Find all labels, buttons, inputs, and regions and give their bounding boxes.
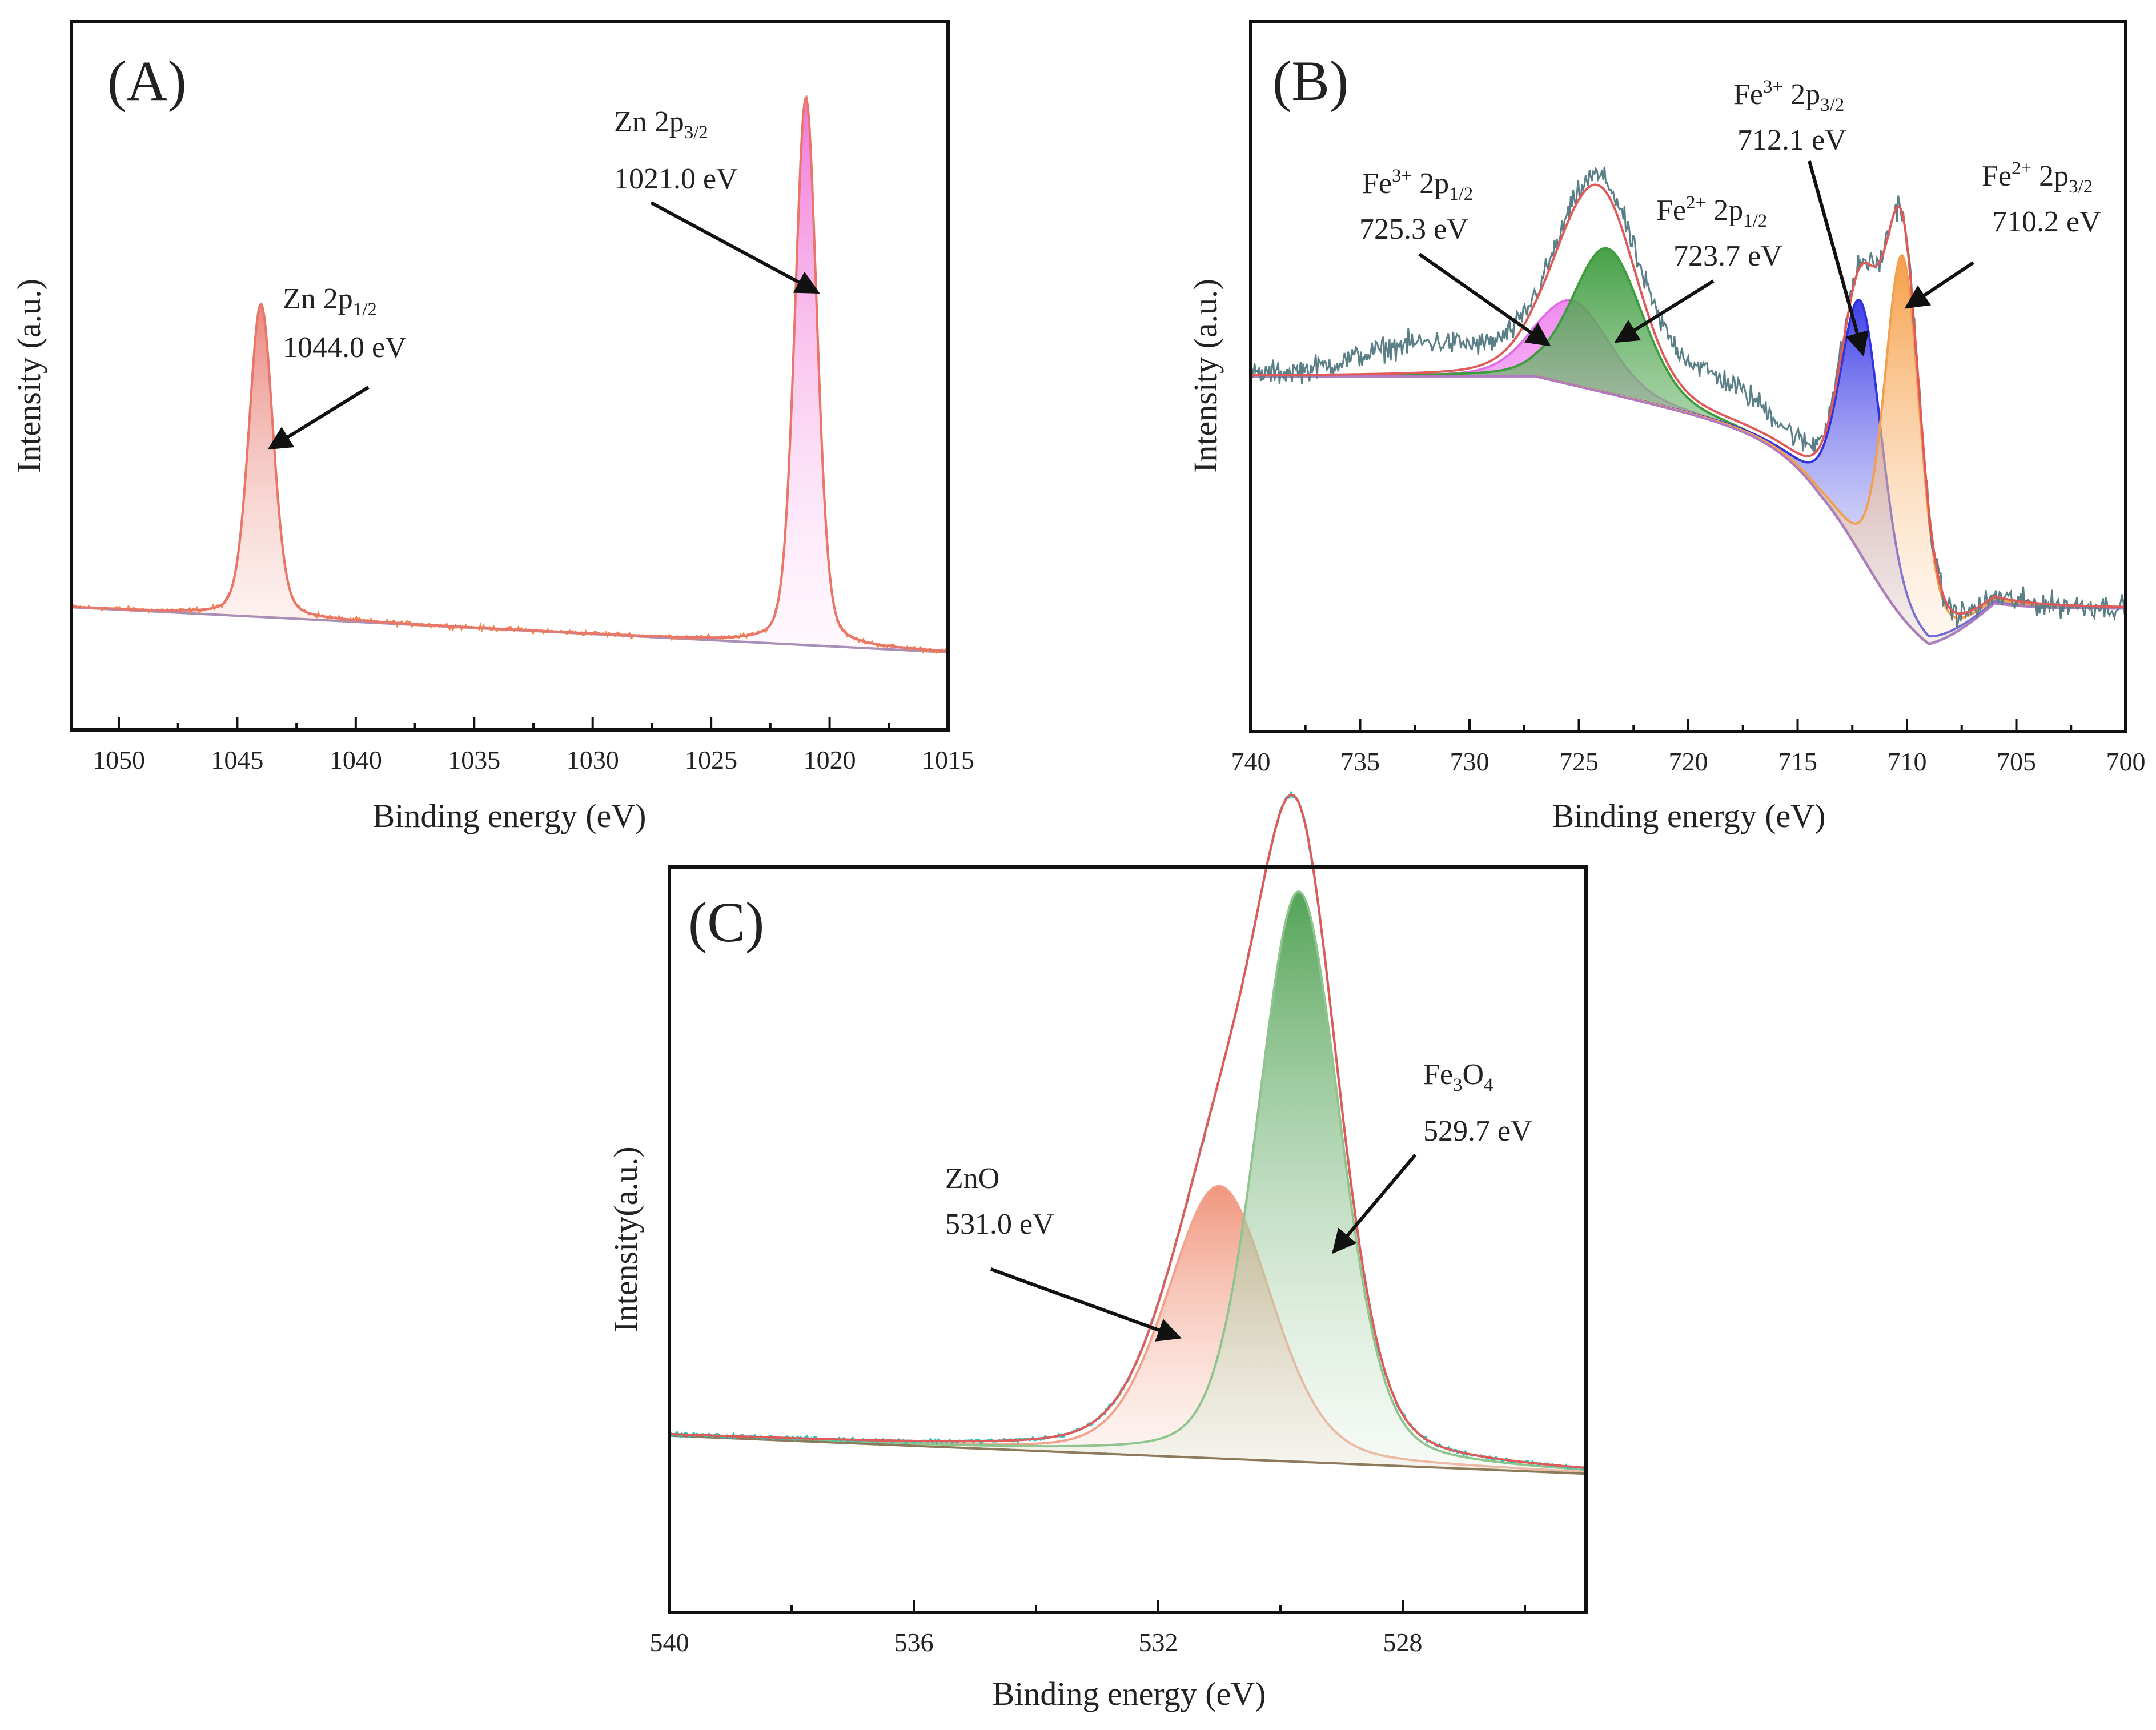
fit-peak-area xyxy=(669,892,1586,1474)
x-tick-label: 1040 xyxy=(330,745,382,774)
fit-peak-line xyxy=(1251,254,2126,619)
annotation-zno-label: ZnO xyxy=(945,1162,999,1195)
fit-peak-area xyxy=(1251,299,2126,644)
envelope-fit-line xyxy=(71,94,949,653)
x-tick-label: 536 xyxy=(894,1628,934,1657)
panel-c-x-ticks: 540 536 532 528 xyxy=(650,1600,1526,1657)
x-tick-label: 528 xyxy=(1383,1628,1423,1657)
x-tick-label: 720 xyxy=(1669,747,1708,776)
fit-peak-line xyxy=(669,890,1587,1471)
x-tick-label: 730 xyxy=(1450,747,1489,776)
raw-spectrum-line xyxy=(1250,166,2127,628)
panel-c-plot xyxy=(669,790,1587,1475)
x-tick-label: 1045 xyxy=(211,745,263,774)
annotation-fe3-2p32-arrow xyxy=(1808,160,1869,357)
annotation-fe3-2p12-arrow xyxy=(1418,252,1551,347)
panel-b-plot xyxy=(1250,166,2127,645)
x-tick-label: 725 xyxy=(1559,747,1599,776)
fit-peak-line xyxy=(1251,299,2126,645)
x-tick-label: 1050 xyxy=(93,745,145,774)
annotation-fe2-2p12-energy: 723.7 eV xyxy=(1673,240,1782,272)
annotation-fe3o4-arrow xyxy=(1332,1154,1417,1254)
fit-peak-area xyxy=(1251,255,2126,644)
annotation-zn-2p32-energy: 1021.0 eV xyxy=(614,163,738,195)
x-tick-label: 1015 xyxy=(922,745,974,774)
x-tick-label: 710 xyxy=(1888,747,1927,776)
annotation-fe3-2p12-label: Fe3+ 2p1/2 xyxy=(1362,166,1473,204)
annotation-fe3-2p32-energy: 712.1 eV xyxy=(1737,124,1846,156)
x-tick-label: 1020 xyxy=(804,745,856,774)
panel-a-plot xyxy=(70,94,949,655)
panel-b-x-axis-label: Binding energy (eV) xyxy=(1552,797,1826,834)
panel-c: (C) 540 536 532 528 Binding energy (eV) Int… xyxy=(607,790,1588,1712)
fit-peak-area xyxy=(71,98,948,653)
annotation-zno-energy: 531.0 eV xyxy=(945,1208,1054,1241)
x-tick-label: 532 xyxy=(1139,1628,1178,1657)
annotation-fe2-2p32-energy: 710.2 eV xyxy=(1992,206,2101,238)
panel-b: (B) 740 735 730 725 720 715 710 705 700 Binding … xyxy=(1187,20,2146,834)
annotation-zn-2p32-arrow xyxy=(650,201,820,294)
annotation-fe3o4-label: Fe3O4 xyxy=(1423,1058,1493,1095)
annotation-fe2-2p32-arrow xyxy=(1904,261,1974,309)
annotation-zn-2p12-energy: 1044.0 eV xyxy=(283,331,407,364)
annotation-fe3-2p32-label: Fe3+ 2p3/2 xyxy=(1733,77,1844,115)
x-tick-label: 705 xyxy=(1997,747,2036,776)
baseline-line xyxy=(1251,375,2126,645)
fit-peak-area xyxy=(1251,248,2126,644)
annotation-fe3-2p12-energy: 725.3 eV xyxy=(1359,213,1468,246)
fit-peak-line xyxy=(1251,298,2126,638)
panel-a-x-axis-label: Binding energy (eV) xyxy=(373,797,647,834)
x-tick-label: 1030 xyxy=(567,745,619,774)
annotation-zn-2p32-label: Zn 2p3/2 xyxy=(614,106,708,143)
panel-a-frame xyxy=(70,20,950,732)
envelope-fit-line xyxy=(1251,183,2126,615)
x-tick-label: 1035 xyxy=(448,745,500,774)
fit-peak-area xyxy=(669,1186,1586,1474)
x-tick-label: 540 xyxy=(650,1628,689,1657)
annotation-zno-arrow xyxy=(990,1267,1182,1342)
annotation-zn-2p12-arrow xyxy=(267,386,370,450)
x-tick-label: 740 xyxy=(1231,747,1271,776)
panel-a-y-axis-label: Intensity (a.u.) xyxy=(10,279,47,473)
panel-c-y-axis-label: Intensity(a.u.) xyxy=(607,1146,644,1332)
panel-b-y-axis-label: Intensity (a.u.) xyxy=(1187,279,1224,473)
annotation-fe2-2p12-label: Fe2+ 2p1/2 xyxy=(1656,192,1767,231)
envelope-fit-line xyxy=(669,793,1587,1469)
x-tick-label: 735 xyxy=(1340,747,1380,776)
annotation-zn-2p12-label: Zn 2p1/2 xyxy=(283,283,377,320)
panel-c-label: (C) xyxy=(688,890,764,954)
fit-peak-line xyxy=(1251,247,2126,645)
panel-a: (A) 1050 1045 1040 1035 1030 1025 1020 1015 Bin… xyxy=(10,20,974,834)
panel-c-frame xyxy=(668,865,1588,1614)
fit-peak-area xyxy=(1251,300,2126,644)
panel-a-label: (A) xyxy=(107,49,187,113)
panel-b-label: (B) xyxy=(1272,49,1348,113)
x-tick-label: 715 xyxy=(1778,747,1817,776)
annotation-fe3o4-energy: 529.7 eV xyxy=(1423,1115,1532,1147)
panel-a-x-ticks: 1050 1045 1040 1035 1030 1025 1020 1015 xyxy=(93,717,974,774)
annotation-fe2-2p32-label: Fe2+ 2p3/2 xyxy=(1982,158,2093,197)
baseline-line xyxy=(669,1434,1587,1475)
annotation-fe2-2p12-arrow xyxy=(1614,279,1715,343)
panel-c-x-axis-label: Binding energy (eV) xyxy=(993,1675,1266,1712)
x-tick-label: 700 xyxy=(2106,747,2146,776)
fit-peak-area xyxy=(71,304,948,653)
x-tick-label: 1025 xyxy=(685,745,737,774)
panel-b-x-ticks: 740 735 730 725 720 715 710 705 700 xyxy=(1231,719,2146,776)
